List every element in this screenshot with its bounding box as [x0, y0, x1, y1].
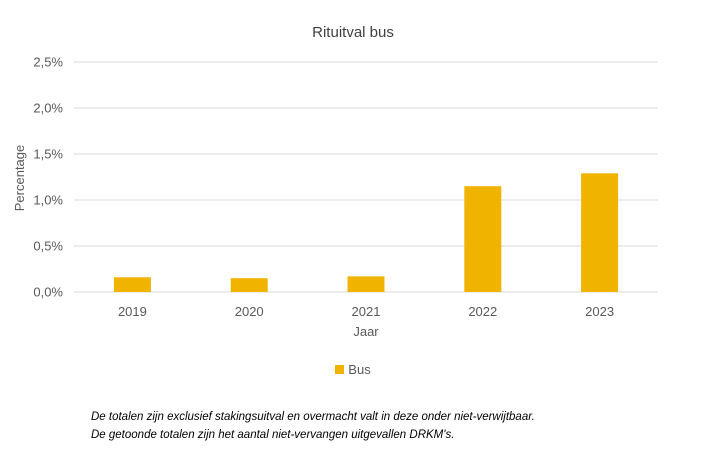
y-tick-label: 0,0%: [33, 285, 63, 300]
y-tick-label: 1,5%: [33, 147, 63, 162]
footnote-line-1: De totalen zijn exclusief stakingsuitval…: [91, 411, 535, 423]
y-axis-label: Percentage: [12, 145, 27, 212]
bar-chart: 0,0% 0,5% 1,0% 1,5% 2,0% 2,5% 2019 2020 2021 202…: [12, 55, 658, 339]
x-axis-ticks: 2019 2020 2021 2022 2023: [118, 304, 614, 319]
y-tick-label: 0,5%: [33, 239, 63, 254]
bar-2019: [113, 277, 151, 292]
bar-2020: [230, 278, 268, 292]
y-axis-ticks: 0,0% 0,5% 1,0% 1,5% 2,0% 2,5%: [33, 55, 63, 300]
y-tick-label: 2,5%: [33, 55, 63, 70]
x-tick-label: 2019: [118, 304, 147, 319]
x-tick-label: 2020: [235, 304, 264, 319]
bar-2021: [347, 276, 385, 292]
footnote-line-2: De getoonde totalen zijn het aantal niet…: [91, 429, 455, 441]
chart-title: Rituitval bus: [312, 24, 394, 41]
bar-2022: [464, 186, 502, 292]
bar-2023: [581, 173, 619, 292]
gridlines: [74, 61, 658, 293]
y-tick-label: 2,0%: [33, 101, 63, 116]
legend-swatch: [335, 365, 345, 375]
x-tick-label: 2022: [468, 304, 497, 319]
y-tick-label: 1,0%: [33, 193, 63, 208]
x-tick-label: 2023: [585, 304, 614, 319]
x-tick-label: 2021: [352, 304, 381, 319]
legend-label-bus: Bus: [348, 362, 371, 377]
bars: [113, 173, 619, 292]
footnotes: De totalen zijn exclusief stakingsuitval…: [91, 408, 535, 444]
x-axis-label: Jaar: [353, 324, 379, 339]
legend: Bus: [0, 362, 706, 377]
